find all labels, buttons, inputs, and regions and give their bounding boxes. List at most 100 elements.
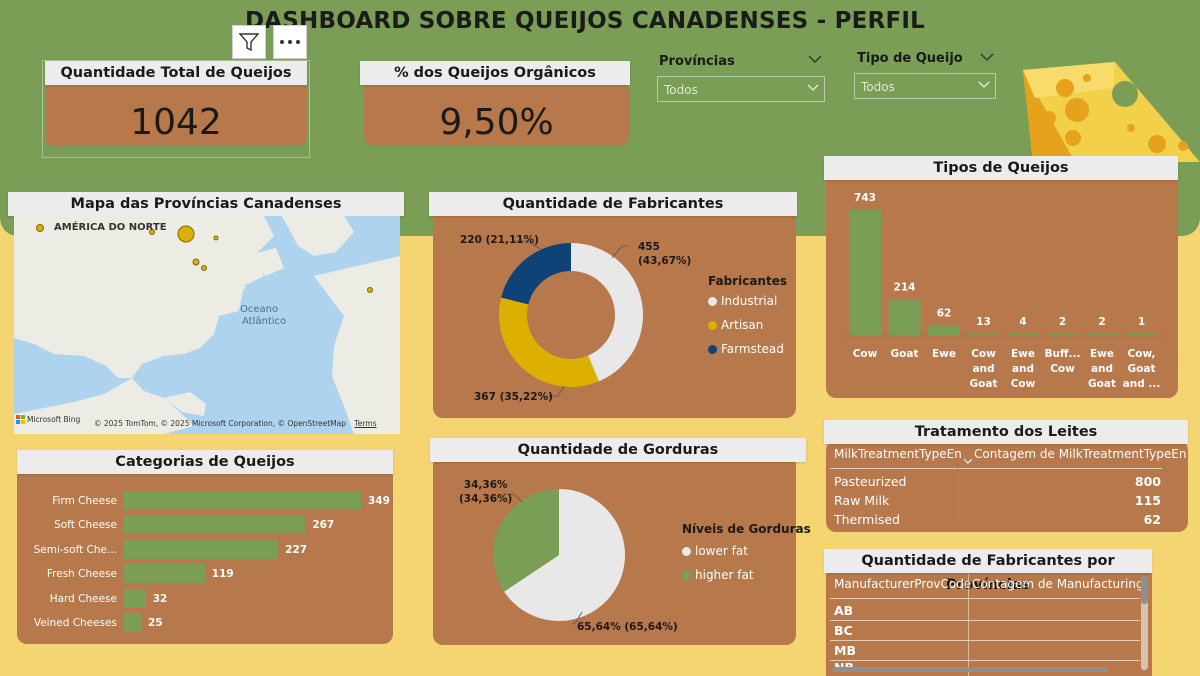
legend-dot <box>708 344 717 354</box>
tick-label: Semi-soft Che... <box>33 543 117 556</box>
more-options-button[interactable] <box>273 25 307 59</box>
tick-label: Ewe and Goat <box>1088 348 1116 390</box>
slicer-tipo-dropdown[interactable]: Todos <box>854 73 996 99</box>
tratamento-title: Tratamento dos Leites <box>824 420 1188 444</box>
tipos-bar-chart[interactable]: 743 214 62 13 4 2 2 1 <box>826 180 1178 340</box>
map-copyright: © 2025 TomTom, © 2025 Microsoft Corporat… <box>94 419 377 428</box>
label-higher-fat: 34,36% (34,36%) <box>459 479 513 505</box>
fabricantes-panel <box>433 208 796 418</box>
map-provider: Microsoft Bing <box>27 415 81 424</box>
tick-label: Firm Cheese <box>52 495 117 507</box>
provincias-col2-header[interactable]: Contagem de ManufacturingTy <box>972 577 1142 591</box>
legend-dot <box>682 570 691 580</box>
divider <box>830 660 1140 661</box>
table-row-name: AB <box>834 603 854 618</box>
chevron-down-icon[interactable] <box>808 55 822 64</box>
chevron-down-icon <box>978 81 990 88</box>
donut-slice-artisan[interactable] <box>499 297 599 387</box>
table-row-value: 115 <box>1134 493 1161 508</box>
map-region-label: AMÉRICA DO NORTE <box>54 222 167 233</box>
tipos-panel <box>826 173 1178 398</box>
tratamento-col2-header[interactable]: Contagem de MilkTreatmentTypeEn <box>974 447 1187 461</box>
bar[interactable] <box>1007 334 1039 336</box>
fabricantes-title: Quantidade de Fabricantes <box>429 192 797 216</box>
table-row-name: BC <box>834 623 853 638</box>
legend-item-higher-fat[interactable]: higher fat <box>682 568 754 582</box>
pie-slice-lower-fat[interactable] <box>504 489 625 621</box>
donut-slice-industrial[interactable] <box>571 243 643 382</box>
filter-button[interactable] <box>232 25 266 59</box>
tratamento-col1-header[interactable]: MilkTreatmentTypeEn <box>834 447 962 461</box>
table-row-name: Thermised <box>834 512 900 527</box>
kpi-total-value: 1042 <box>130 102 222 143</box>
gorduras-pie[interactable] <box>490 486 628 624</box>
bar[interactable] <box>124 539 279 559</box>
filter-icon <box>238 33 260 52</box>
fabricantes-donut[interactable] <box>486 230 656 400</box>
sort-down-icon[interactable] <box>963 458 973 464</box>
bar[interactable] <box>1086 334 1118 336</box>
divider <box>830 640 1140 641</box>
legend-dot <box>682 546 691 556</box>
kpi-total-panel <box>45 82 307 146</box>
tick-label: Goat <box>890 348 919 360</box>
bar[interactable] <box>1125 334 1158 336</box>
data-label: 1 <box>1138 316 1145 328</box>
bar[interactable] <box>888 299 921 336</box>
bar[interactable] <box>928 325 960 336</box>
donut-slice-farmstead[interactable] <box>501 243 571 305</box>
map-terms-link[interactable]: Terms <box>354 419 377 428</box>
divider <box>830 468 1162 469</box>
legend-label: Farmstead <box>721 342 784 356</box>
slicer-provincias-dropdown[interactable]: Todos <box>657 76 825 102</box>
kpi-organic-label: % dos Queijos Orgânicos <box>360 61 630 85</box>
bar[interactable] <box>124 491 361 510</box>
data-label: 2 <box>1098 316 1105 328</box>
slicer-provincias-value: Todos <box>664 83 698 97</box>
data-label: 32 <box>152 592 168 605</box>
categorias-title: Categorias de Queijos <box>17 450 393 474</box>
map-canvas <box>14 216 400 434</box>
page-title: DASHBOARD SOBRE QUEIJOS CANADENSES - PER… <box>244 8 926 34</box>
province-map[interactable]: AMÉRICA DO NORTE Oceano Atlântico Micros… <box>14 216 400 434</box>
legend-item-lower-fat[interactable]: lower fat <box>682 544 748 558</box>
table-row-name: Pasteurized <box>834 474 907 489</box>
slicer-provincias-label: Províncias <box>659 54 735 69</box>
tick-label: Soft Cheese <box>54 519 117 532</box>
scrollbar-thumb[interactable] <box>1141 576 1148 604</box>
legend-item-industrial[interactable]: Industrial <box>708 294 777 308</box>
data-label: 62 <box>937 307 952 319</box>
data-label: 13 <box>976 316 991 328</box>
label-farmstead: 220 (21,11%) <box>460 234 539 246</box>
pie-slice-higher-fat[interactable] <box>493 489 559 592</box>
column-divider <box>968 574 969 676</box>
bar[interactable] <box>967 333 1000 336</box>
tick-label: Buff... Cow <box>1044 348 1081 375</box>
more-options-icon <box>280 40 300 44</box>
map-title: Mapa das Províncias Canadenses <box>8 192 404 216</box>
bar[interactable] <box>124 564 205 584</box>
table-row-name: Raw Milk <box>834 493 890 508</box>
table-row-value: 62 <box>1143 512 1161 527</box>
legend-label: lower fat <box>695 544 748 558</box>
legend-item-farmstead[interactable]: Farmstead <box>708 342 784 356</box>
bar[interactable] <box>124 588 146 608</box>
legend-label: Artisan <box>721 318 764 332</box>
provincias-col1-header[interactable]: ManufacturerProvCode <box>834 577 972 591</box>
gorduras-legend-title: Níveis de Gorduras <box>682 522 811 536</box>
chevron-down-icon <box>807 84 819 91</box>
tratamento-panel <box>826 440 1188 532</box>
data-label: 119 <box>211 568 234 581</box>
legend-item-artisan[interactable]: Artisan <box>708 318 763 332</box>
tick-label: Hard Cheese <box>49 592 117 605</box>
bar[interactable] <box>124 515 306 535</box>
tick-label: Cow and Goat <box>969 348 998 390</box>
kpi-organic-value: 9,50% <box>439 102 554 143</box>
bar[interactable] <box>1046 334 1079 336</box>
chevron-down-icon[interactable] <box>980 53 994 62</box>
data-label: 2 <box>1059 316 1066 328</box>
bar[interactable] <box>849 210 881 336</box>
horizontal-scrollbar[interactable] <box>832 667 1108 672</box>
vertical-scrollbar[interactable] <box>1141 576 1148 670</box>
bar[interactable] <box>124 613 141 632</box>
